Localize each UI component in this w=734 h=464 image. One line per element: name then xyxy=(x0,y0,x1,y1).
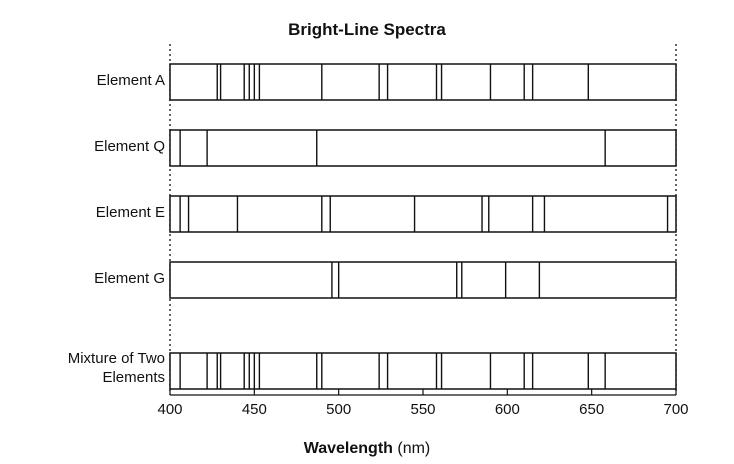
x-tick-label: 650 xyxy=(579,401,604,418)
row-label-element-a: Element A xyxy=(96,72,165,89)
row-label-element-e: Element E xyxy=(95,204,165,221)
row-label-mixture-line2: Elements xyxy=(102,369,165,386)
row-label-mixture: Mixture of Two Elements xyxy=(68,349,165,387)
x-tick-label: 500 xyxy=(326,401,351,418)
spectrum-box xyxy=(169,63,677,101)
x-tick-label: 550 xyxy=(410,401,435,418)
x-tick-label: 450 xyxy=(242,401,267,418)
spectrum-box xyxy=(169,129,677,167)
x-axis-label: Wavelength (nm) xyxy=(0,440,734,458)
x-axis-label-unit: (nm) xyxy=(397,440,431,457)
spectrum-box xyxy=(169,352,677,390)
spectrum-box xyxy=(169,195,677,233)
x-tick-label: 400 xyxy=(157,401,182,418)
x-axis-label-name: Wavelength xyxy=(303,440,393,457)
x-tick-label: 700 xyxy=(663,401,688,418)
x-tick-label: 600 xyxy=(495,401,520,418)
row-label-element-q: Element Q xyxy=(94,138,165,155)
row-label-element-g: Element G xyxy=(94,270,165,287)
figure-title: Bright-Line Spectra xyxy=(288,20,446,39)
row-label-mixture-line1: Mixture of Two xyxy=(67,350,165,367)
spectrum-box xyxy=(169,261,677,299)
